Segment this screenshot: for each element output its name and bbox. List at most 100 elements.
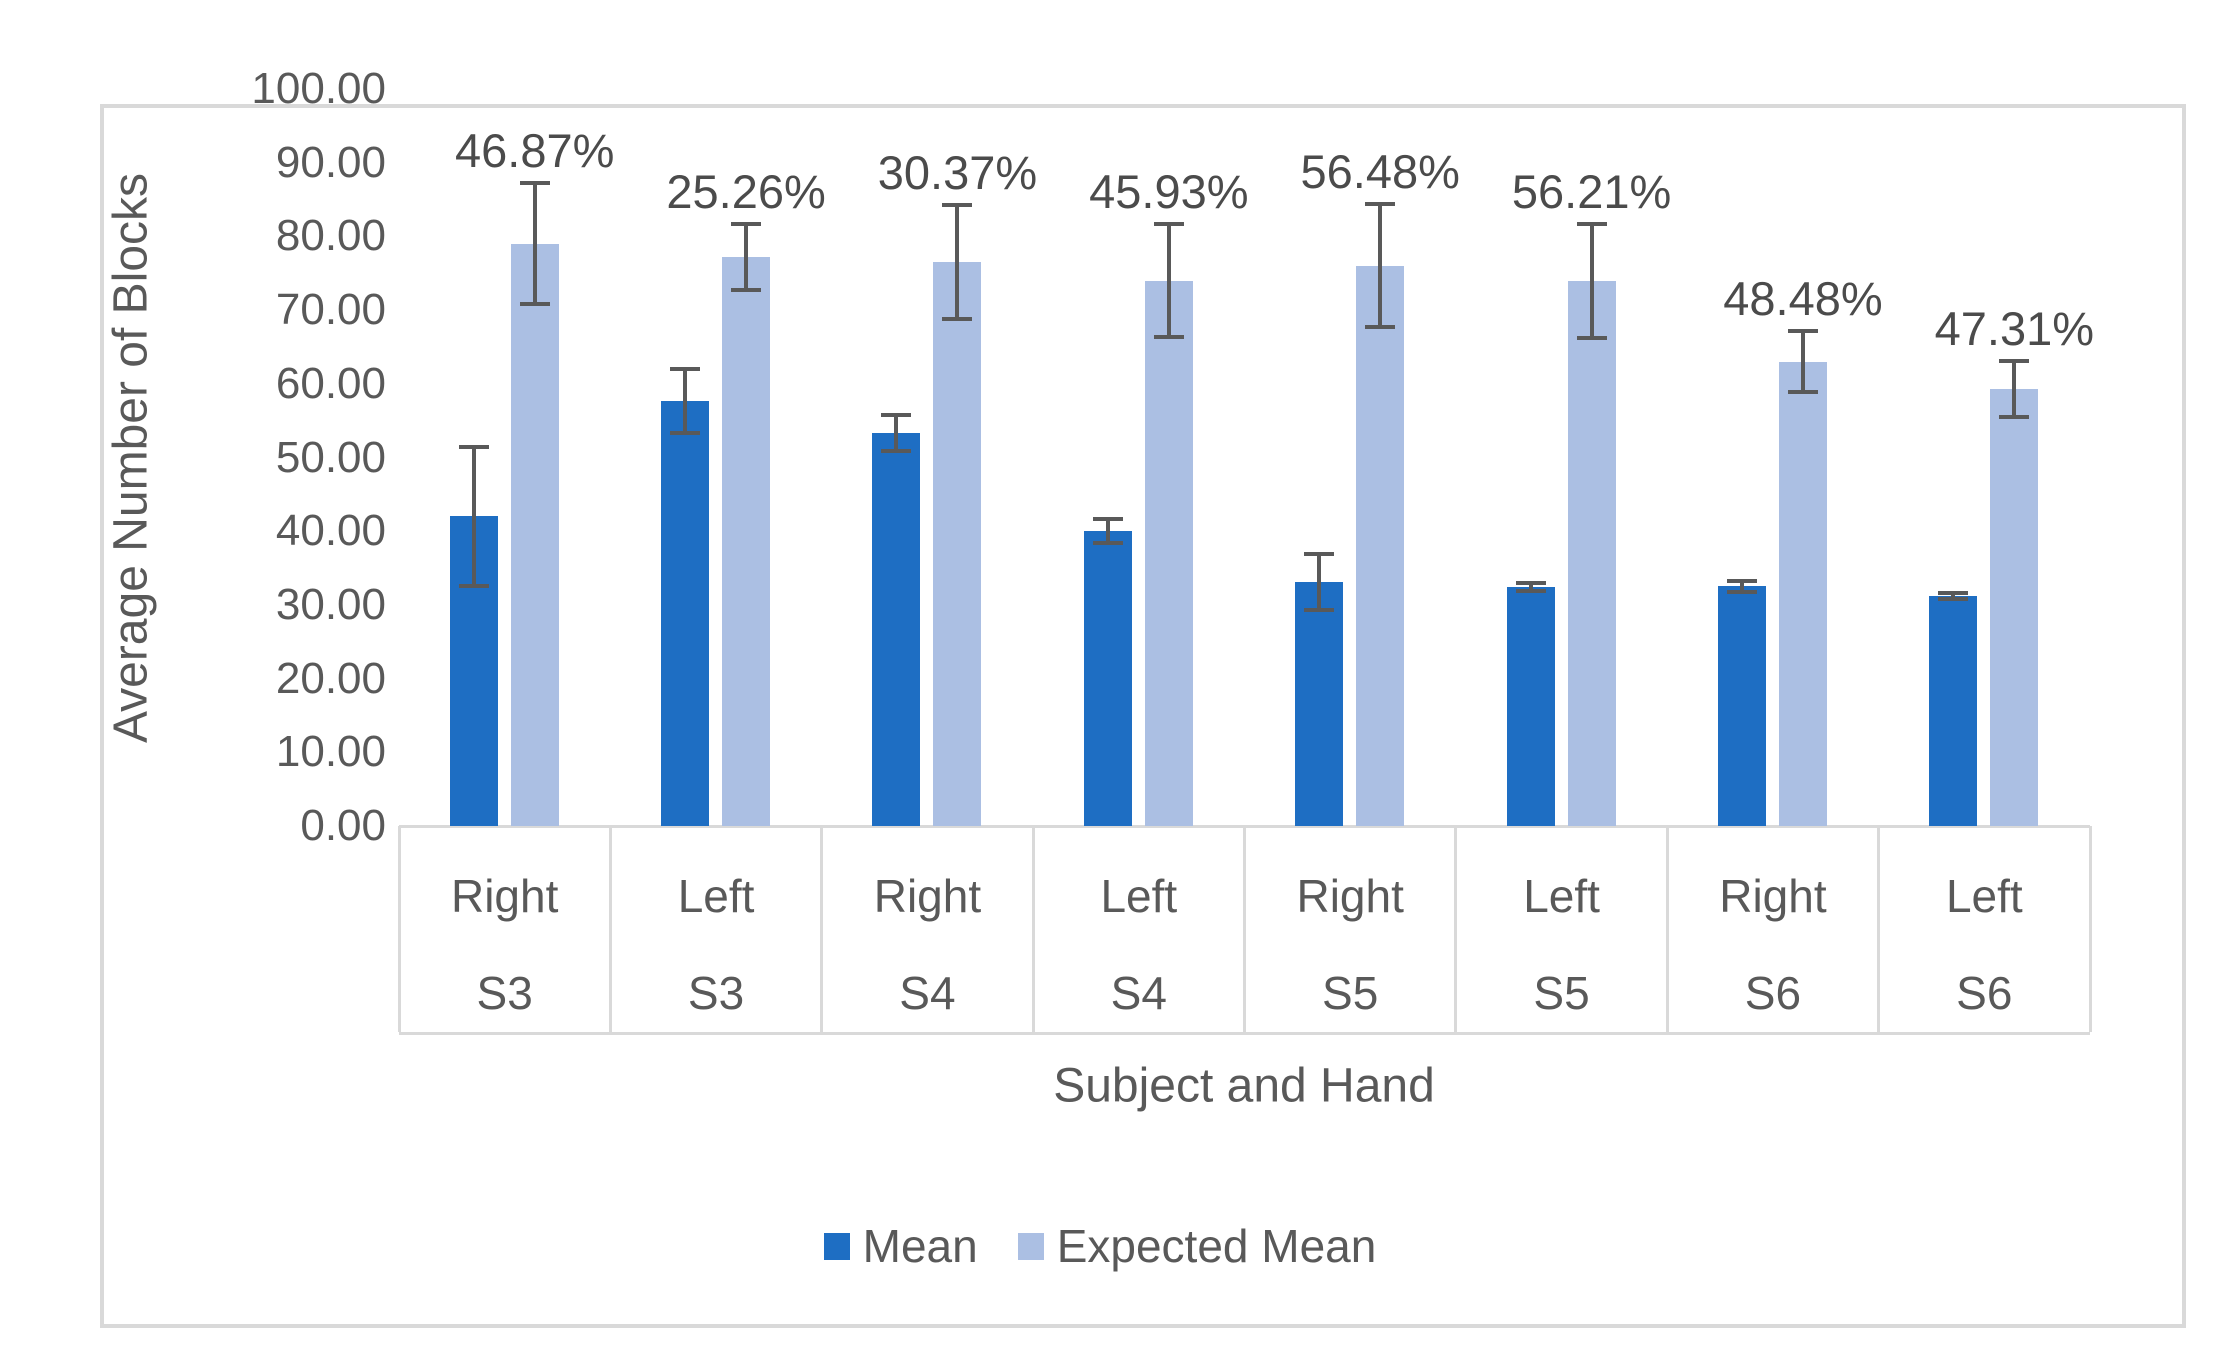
bar-expected-mean-s6-right <box>1778 361 1827 826</box>
bar-mean-s3-left <box>661 400 710 826</box>
category-hand-label-0: Right <box>450 870 559 922</box>
error-bar-mean-s5-right-line <box>1317 551 1322 613</box>
legend: Mean Expected Mean <box>100 1222 2100 1270</box>
category-divider-2 <box>820 826 824 1032</box>
y-tick-label-10: 10.00 <box>275 727 386 777</box>
error-bar-mean-s6-left-cap-bottom <box>1938 597 1969 602</box>
y-tick-label-70: 70.00 <box>275 285 386 335</box>
data-label-s6-right: 48.48% <box>1723 272 1883 326</box>
category-divider-8 <box>2088 826 2092 1032</box>
category-subject-label-2: S4 <box>899 967 956 1019</box>
error-bar-expected-mean-s3-right-line <box>532 181 537 307</box>
error-bar-expected-mean-s5-left-line <box>1589 221 1594 340</box>
data-label-s4-left: 45.93% <box>1089 165 1249 219</box>
error-bar-expected-mean-s3-left-line <box>744 221 749 293</box>
error-bar-mean-s5-left-cap-top <box>1515 581 1546 586</box>
chart-frame <box>100 104 2186 1328</box>
category-hand-label-4: Right <box>1296 870 1404 922</box>
error-bar-mean-s5-left-cap-bottom <box>1515 589 1546 594</box>
bar-expected-mean-s5-right <box>1356 265 1405 826</box>
legend-label-mean: Mean <box>862 1220 978 1272</box>
legend-item-expected-mean: Expected Mean <box>1017 1220 1377 1272</box>
error-bar-expected-mean-s5-right-cap-bottom <box>1365 325 1396 330</box>
error-bar-mean-s4-right-cap-top <box>881 413 912 418</box>
legend-label-expected-mean: Expected Mean <box>1056 1220 1377 1272</box>
category-subject-label-6: S6 <box>1744 967 1802 1019</box>
category-divider-7 <box>1877 826 1881 1032</box>
error-bar-expected-mean-s5-right-cap-top <box>1365 202 1396 207</box>
category-divider-4 <box>1243 826 1246 1032</box>
data-label-s3-left: 25.26% <box>666 164 826 218</box>
bar-expected-mean-s4-left <box>1144 280 1193 826</box>
category-hand-label-1: Left <box>677 870 755 922</box>
bar-mean-s5-left <box>1506 587 1555 826</box>
error-bar-mean-s5-left-line <box>1528 581 1533 594</box>
y-tick-label-30: 30.00 <box>275 579 386 629</box>
error-bar-mean-s4-right-line <box>894 413 899 454</box>
category-subject-label-4: S5 <box>1322 967 1379 1019</box>
y-tick-label-50: 50.00 <box>275 432 386 482</box>
error-bar-expected-mean-s4-left-cap-bottom <box>1153 334 1184 339</box>
bar-mean-s4-left <box>1083 531 1132 826</box>
bar-expected-mean-s4-right <box>933 262 982 826</box>
category-subject-label-5: S5 <box>1533 967 1590 1019</box>
y-tick-label-60: 60.00 <box>275 358 386 408</box>
legend-item-mean: Mean <box>823 1220 978 1272</box>
error-bar-expected-mean-s6-right-cap-top <box>1787 329 1818 334</box>
error-bar-mean-s4-left-cap-top <box>1092 517 1123 522</box>
error-bar-expected-mean-s3-left-cap-bottom <box>731 288 762 293</box>
legend-swatch-expected-mean-icon <box>1017 1232 1044 1260</box>
error-bar-mean-s6-right-line <box>1739 579 1744 594</box>
category-hand-label-7: Left <box>1945 870 2023 922</box>
category-divider-6 <box>1665 826 1669 1032</box>
error-bar-mean-s5-right-cap-bottom <box>1304 608 1335 613</box>
data-label-s4-right: 30.37% <box>877 146 1038 200</box>
error-bar-mean-s3-right-cap-bottom <box>458 583 489 588</box>
bar-expected-mean-s3-left <box>722 257 771 826</box>
y-tick-label-20: 20.00 <box>275 653 386 703</box>
bar-mean-s5-right <box>1295 582 1344 826</box>
error-bar-mean-s6-left-cap-top <box>1938 590 1969 595</box>
category-divider-1 <box>608 826 612 1032</box>
y-tick-label-90: 90.00 <box>275 137 386 187</box>
error-bar-expected-mean-s4-left-cap-top <box>1153 222 1184 227</box>
data-label-s5-right: 56.48% <box>1300 145 1460 199</box>
error-bar-expected-mean-s6-left-cap-top <box>1999 358 2030 363</box>
category-subject-label-1: S3 <box>687 967 745 1019</box>
category-hand-label-3: Left <box>1100 870 1178 922</box>
category-divider-3 <box>1031 826 1035 1032</box>
error-bar-mean-s5-right-cap-top <box>1304 551 1335 556</box>
error-bar-mean-s6-left-line <box>1951 590 1956 602</box>
y-tick-label-80: 80.00 <box>275 211 386 261</box>
y-axis-title: Average Number of Blocks <box>104 172 158 744</box>
error-bar-expected-mean-s4-right-cap-bottom <box>942 317 973 322</box>
error-bar-mean-s6-right-cap-bottom <box>1726 589 1757 594</box>
error-bar-expected-mean-s5-right-line <box>1378 202 1383 330</box>
category-divider-5 <box>1454 826 1458 1032</box>
legend-swatch-mean-icon <box>823 1232 850 1260</box>
category-subject-label-0: S3 <box>476 967 533 1019</box>
bar-expected-mean-s5-left <box>1567 280 1616 826</box>
error-bar-expected-mean-s6-left-line <box>2012 358 2017 420</box>
category-hand-label-6: Right <box>1719 870 1827 922</box>
y-tick-label-100: 100.00 <box>251 64 386 113</box>
error-bar-expected-mean-s4-left-line <box>1166 222 1171 339</box>
error-bar-expected-mean-s5-left-cap-top <box>1576 221 1607 226</box>
error-bar-mean-s4-left-cap-bottom <box>1092 541 1123 546</box>
bar-mean-s6-left <box>1929 596 1978 826</box>
bar-mean-s6-right <box>1717 586 1766 826</box>
error-bar-mean-s4-right-cap-bottom <box>881 449 912 454</box>
error-bar-mean-s3-right-line <box>471 444 476 588</box>
error-bar-expected-mean-s5-left-cap-bottom <box>1576 335 1607 340</box>
category-subject-label-7: S6 <box>1956 967 2013 1019</box>
y-tick-label-40: 40.00 <box>275 506 386 556</box>
error-bar-mean-s3-left-line <box>683 366 688 435</box>
error-bar-mean-s3-right-cap-top <box>458 444 489 449</box>
category-hand-label-2: Right <box>873 870 982 922</box>
y-tick-label-0: 0.00 <box>300 801 386 850</box>
category-divider-0 <box>397 826 401 1032</box>
bar-mean-s4-right <box>872 433 921 826</box>
error-bar-mean-s6-right-cap-top <box>1726 579 1757 584</box>
